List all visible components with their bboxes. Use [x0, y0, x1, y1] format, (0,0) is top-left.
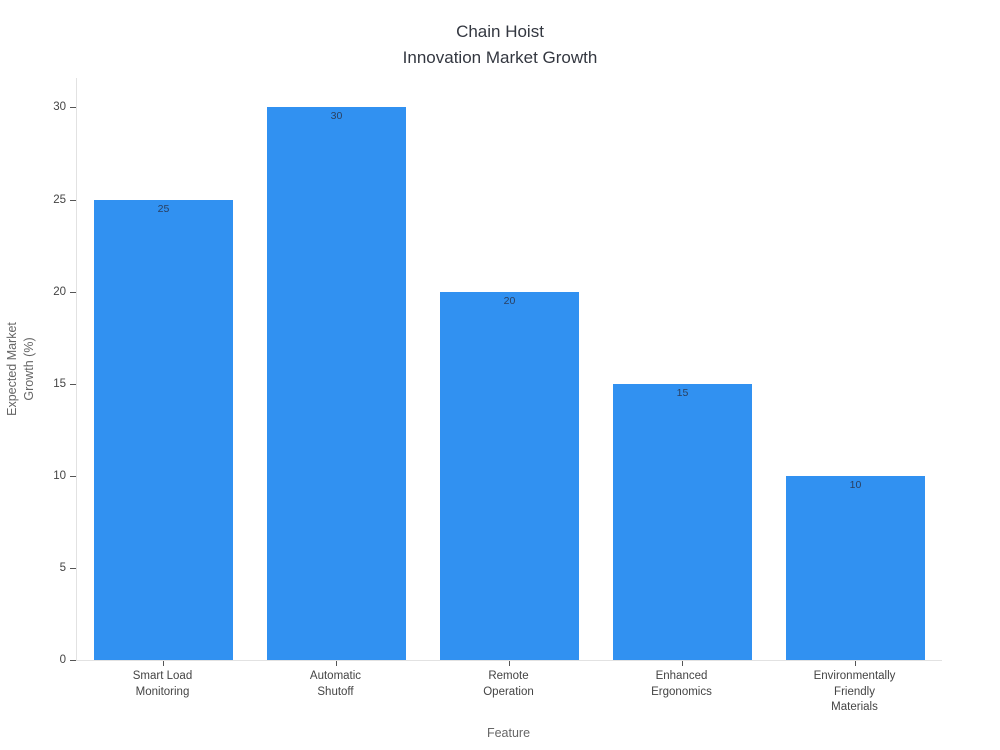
y-tick-label: 10	[53, 469, 66, 482]
bar-0: 25	[94, 199, 233, 660]
x-tick-mark	[162, 661, 164, 666]
y-tick-label: 30	[53, 101, 66, 114]
bar-value-label: 15	[676, 386, 689, 399]
y-tick-mark	[70, 475, 76, 477]
x-tick-mark	[854, 661, 856, 666]
x-tick-label: Environmentally Friendly Materials	[813, 670, 896, 713]
bar-4: 10	[786, 475, 925, 660]
bar-value-label: 20	[503, 294, 516, 307]
bar-2: 20	[440, 291, 579, 660]
y-tick-mark	[70, 660, 76, 661]
y-tick-label: 20	[53, 285, 66, 298]
x-axis-title: Feature	[486, 726, 531, 740]
y-tick-label: 25	[53, 193, 66, 206]
y-tick-label: 0	[59, 654, 66, 666]
bar-value-label: 25	[157, 202, 170, 215]
x-tick-mark	[335, 661, 337, 666]
bar-value-label: 10	[849, 478, 862, 491]
x-tick-label: Remote Operation	[483, 670, 534, 698]
y-axis-title: Expected Market Growth (%)	[5, 322, 36, 416]
y-tick-mark	[70, 567, 76, 569]
y-tick-mark	[70, 291, 76, 293]
x-tick-label: Smart Load Monitoring	[132, 670, 193, 698]
chart-title: Chain Hoist Innovation Market Growth	[402, 22, 598, 67]
x-tick-label: Enhanced Ergonomics	[651, 670, 712, 698]
bar-3: 15	[613, 383, 752, 660]
plot-area: 25 30 20 15 10	[76, 78, 942, 661]
x-tick-label: Automatic Shutoff	[309, 670, 362, 698]
y-tick-label: 15	[53, 377, 66, 390]
y-tick-mark	[70, 199, 76, 201]
y-tick-label: 5	[59, 561, 66, 574]
y-tick-mark	[70, 107, 76, 109]
bar-1: 30	[267, 107, 406, 660]
bar-value-label: 30	[330, 110, 343, 123]
x-tick-mark	[508, 661, 510, 666]
y-tick-mark	[70, 383, 76, 385]
x-tick-mark	[681, 661, 683, 666]
